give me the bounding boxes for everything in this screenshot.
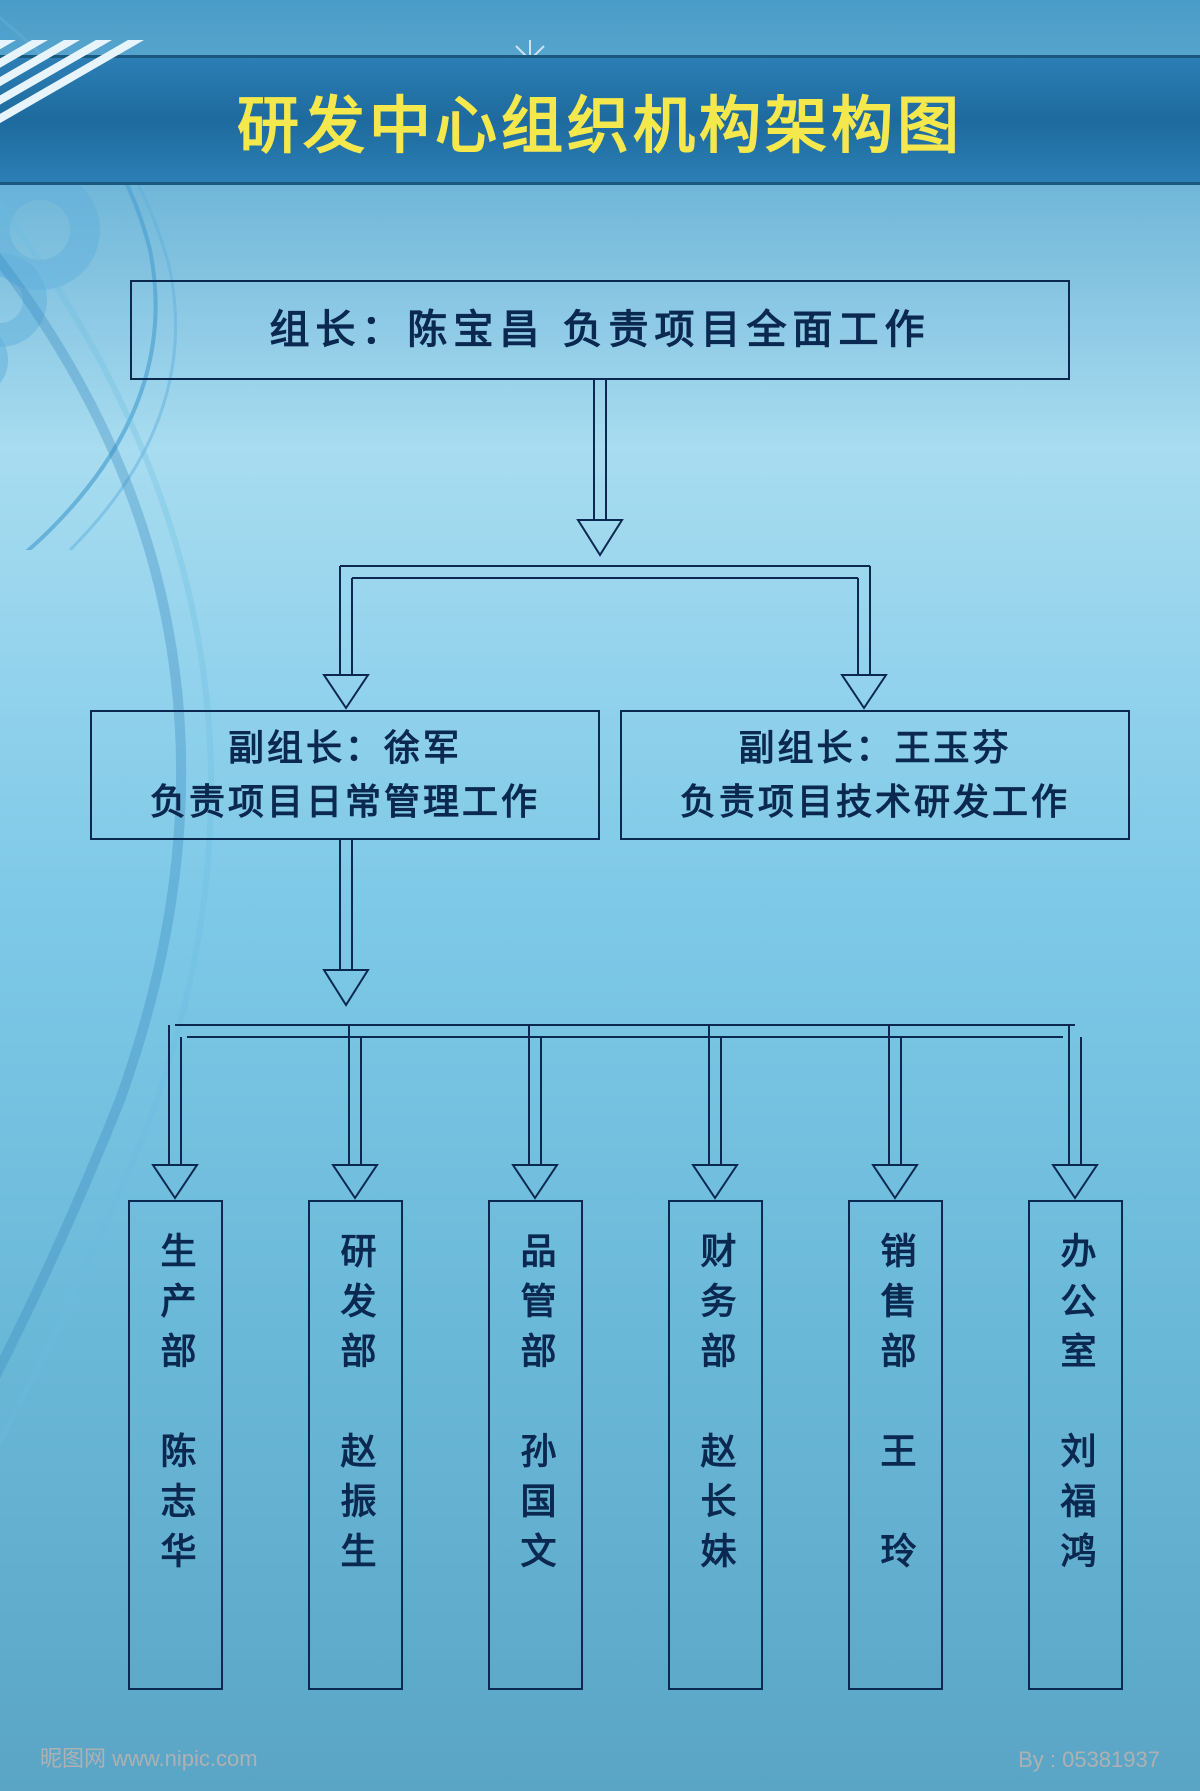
dept-label-1: 研发部 赵振生 <box>329 1232 383 1582</box>
deputy-left-line1: 副组长：徐军 <box>150 721 540 775</box>
deputy-right-line1: 副组长：王玉芬 <box>680 721 1070 775</box>
dept-label-5: 办公室 刘福鸿 <box>1049 1232 1103 1582</box>
deputy-left-line2: 负责项目日常管理工作 <box>150 775 540 829</box>
dept-node-3: 财务部 赵长妹 <box>668 1200 763 1690</box>
deputy-right-line2: 负责项目技术研发工作 <box>680 775 1070 829</box>
footer-right: By : 05381937 <box>1018 1747 1160 1773</box>
dept-node-4: 销售部 王 玲 <box>848 1200 943 1690</box>
leader-text: 组长：陈宝昌 负责项目全面工作 <box>269 300 930 360</box>
dept-label-3: 财务部 赵长妹 <box>689 1232 743 1582</box>
deputy-right-node: 副组长：王玉芬 负责项目技术研发工作 <box>620 710 1130 840</box>
dept-label-4: 销售部 王 玲 <box>869 1232 923 1582</box>
dept-node-0: 生产部 陈志华 <box>128 1200 223 1690</box>
dept-node-2: 品管部 孙国文 <box>488 1200 583 1690</box>
dept-label-2: 品管部 孙国文 <box>509 1232 563 1582</box>
connector-leader-deputies <box>0 380 1200 710</box>
connector-deputy-depts <box>0 840 1200 1200</box>
footer-left: 昵图网 www.nipic.com <box>40 1741 258 1773</box>
org-chart: 组长：陈宝昌 负责项目全面工作 副组长：徐军 负责项目日常管理工作 副组长：王玉… <box>0 0 1200 1791</box>
deputy-left-node: 副组长：徐军 负责项目日常管理工作 <box>90 710 600 840</box>
dept-node-1: 研发部 赵振生 <box>308 1200 403 1690</box>
dept-node-5: 办公室 刘福鸿 <box>1028 1200 1123 1690</box>
leader-node: 组长：陈宝昌 负责项目全面工作 <box>130 280 1070 380</box>
dept-label-0: 生产部 陈志华 <box>149 1232 203 1582</box>
